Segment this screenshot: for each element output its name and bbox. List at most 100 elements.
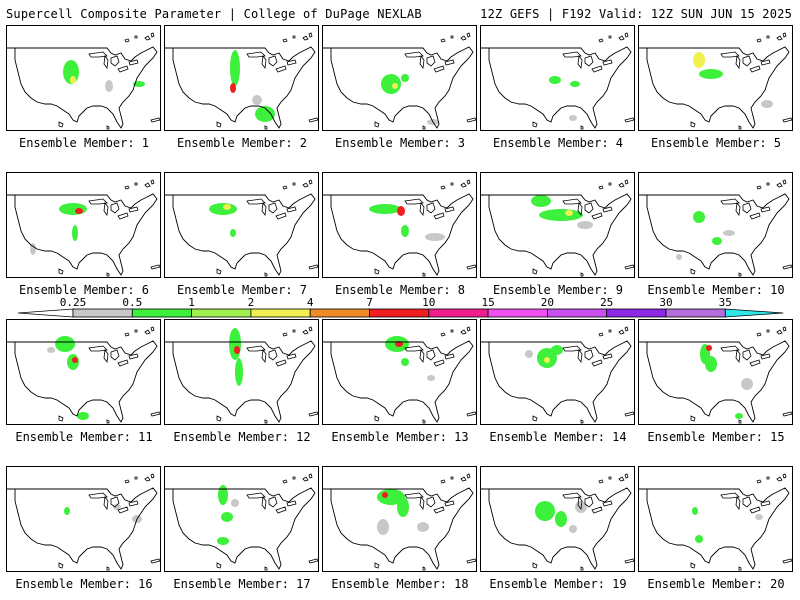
colorbar-segment — [487, 308, 548, 318]
water-outline — [106, 566, 110, 571]
water-outline — [88, 198, 108, 205]
water-outline — [128, 500, 139, 507]
water-outline — [690, 268, 696, 275]
water-outline — [404, 51, 424, 58]
water-outline — [88, 51, 108, 58]
water-outline — [624, 326, 629, 332]
water-outline — [246, 51, 266, 58]
water-outline — [584, 55, 594, 67]
water-outline — [419, 495, 425, 511]
water-outline — [292, 35, 296, 39]
scp-contour — [381, 74, 401, 94]
scp-contour — [217, 537, 229, 545]
ensemble-map-panel — [638, 172, 793, 278]
water-outline — [598, 479, 604, 484]
ensemble-map-panel — [638, 319, 793, 425]
scp-contour — [113, 504, 121, 510]
colorbar-segment — [72, 308, 133, 318]
water-outline — [584, 496, 594, 508]
scp-contour — [221, 512, 233, 522]
scp-contour — [70, 76, 76, 84]
water-outline — [735, 348, 741, 364]
scp-contour — [577, 221, 593, 229]
water-outline — [690, 562, 696, 569]
member-label: Ensemble Member: 14 — [489, 430, 627, 444]
water-outline — [577, 495, 583, 511]
water-outline — [150, 326, 155, 332]
water-outline — [444, 353, 455, 360]
water-outline — [618, 182, 625, 188]
water-outline — [444, 59, 455, 66]
water-outline — [466, 411, 477, 417]
scp-contour — [369, 204, 401, 214]
coastline — [172, 46, 316, 129]
water-outline — [598, 38, 604, 43]
water-outline — [275, 65, 287, 73]
us-map — [165, 326, 319, 424]
water-outline — [103, 201, 109, 217]
water-outline — [302, 476, 309, 482]
water-outline — [460, 476, 467, 482]
water-outline — [268, 496, 278, 508]
water-outline — [58, 562, 64, 569]
scp-contour — [55, 336, 75, 352]
water-outline — [562, 492, 582, 499]
us-map — [323, 32, 477, 130]
water-outline — [134, 329, 138, 333]
water-outline — [580, 125, 584, 130]
coastline — [646, 340, 790, 423]
us-map — [165, 473, 319, 571]
water-outline — [602, 59, 613, 66]
ensemble-map-panel — [322, 172, 477, 278]
colorbar-segment — [665, 308, 726, 318]
coastline — [330, 487, 474, 570]
water-outline — [782, 326, 787, 332]
scp-contour — [234, 346, 240, 354]
scp-contour — [382, 492, 388, 498]
water-outline — [618, 35, 625, 41]
water-outline — [286, 500, 297, 507]
water-outline — [117, 359, 129, 367]
water-outline — [624, 264, 635, 270]
ensemble-map-panel — [322, 466, 477, 572]
water-outline — [532, 562, 538, 569]
water-outline — [433, 65, 445, 73]
water-outline — [742, 55, 752, 67]
coastline — [646, 193, 790, 276]
water-outline — [264, 125, 268, 130]
water-outline — [776, 476, 783, 482]
water-outline — [58, 268, 64, 275]
scp-contour — [397, 497, 409, 517]
valid-time: 12Z GEFS | F192 Valid: 12Z SUN JUN 15 20… — [480, 7, 792, 21]
water-outline — [150, 558, 161, 564]
us-map — [323, 326, 477, 424]
scp-contour — [235, 358, 243, 386]
coastline — [330, 193, 474, 276]
water-outline — [302, 329, 309, 335]
water-outline — [117, 212, 129, 220]
ensemble-map-panel — [164, 466, 319, 572]
water-outline — [602, 206, 613, 213]
scp-contour — [209, 203, 237, 215]
water-outline — [433, 212, 445, 220]
water-outline — [308, 179, 313, 185]
scp-contour — [555, 511, 567, 527]
water-outline — [766, 35, 770, 39]
water-outline — [742, 496, 752, 508]
scp-contour — [59, 203, 87, 215]
colorbar-segment — [191, 308, 252, 318]
scp-contour — [539, 209, 583, 221]
water-outline — [776, 35, 783, 41]
water-outline — [440, 479, 446, 484]
member-label: Ensemble Member: 12 — [173, 430, 311, 444]
water-outline — [124, 479, 130, 484]
water-outline — [602, 500, 613, 507]
us-map — [639, 473, 793, 571]
colorbar-segment — [428, 308, 489, 318]
colorbar-tick-label: 30 — [659, 296, 672, 309]
water-outline — [134, 476, 138, 480]
water-outline — [404, 492, 424, 499]
scp-contour — [525, 350, 533, 358]
colorbar-high-arrow — [724, 308, 784, 318]
water-outline — [782, 264, 793, 270]
